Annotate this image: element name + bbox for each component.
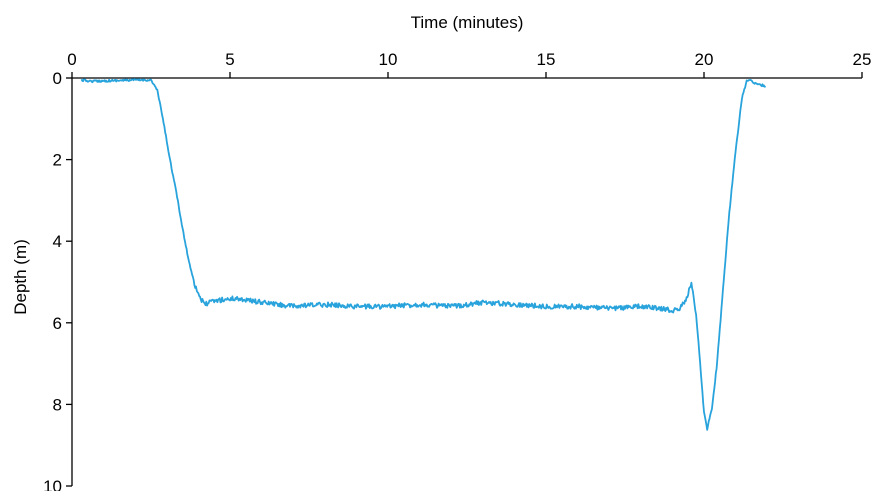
y-axis: 0 2 4 6 8 10 Depth (m) (11, 69, 73, 491)
x-axis-title: Time (minutes) (411, 13, 524, 32)
y-ticks: 0 2 4 6 8 10 (43, 69, 72, 491)
y-tick-label: 4 (53, 232, 62, 251)
plot-area (80, 78, 766, 431)
x-tick-label: 15 (537, 50, 556, 69)
y-tick-label: 8 (53, 395, 62, 414)
x-tick-label: 20 (695, 50, 714, 69)
x-ticks: 0 5 10 15 20 25 (67, 50, 871, 78)
x-tick-label: 5 (225, 50, 234, 69)
y-tick-label: 6 (53, 314, 62, 333)
x-tick-label: 0 (67, 50, 76, 69)
depth-series-line (80, 78, 766, 431)
x-axis: 0 5 10 15 20 25 Time (minutes) (67, 13, 871, 79)
y-tick-label: 10 (43, 477, 62, 491)
y-axis-title: Depth (m) (11, 239, 30, 315)
y-tick-label: 0 (53, 69, 62, 88)
y-tick-label: 2 (53, 151, 62, 170)
x-tick-label: 10 (379, 50, 398, 69)
x-tick-label: 25 (853, 50, 872, 69)
